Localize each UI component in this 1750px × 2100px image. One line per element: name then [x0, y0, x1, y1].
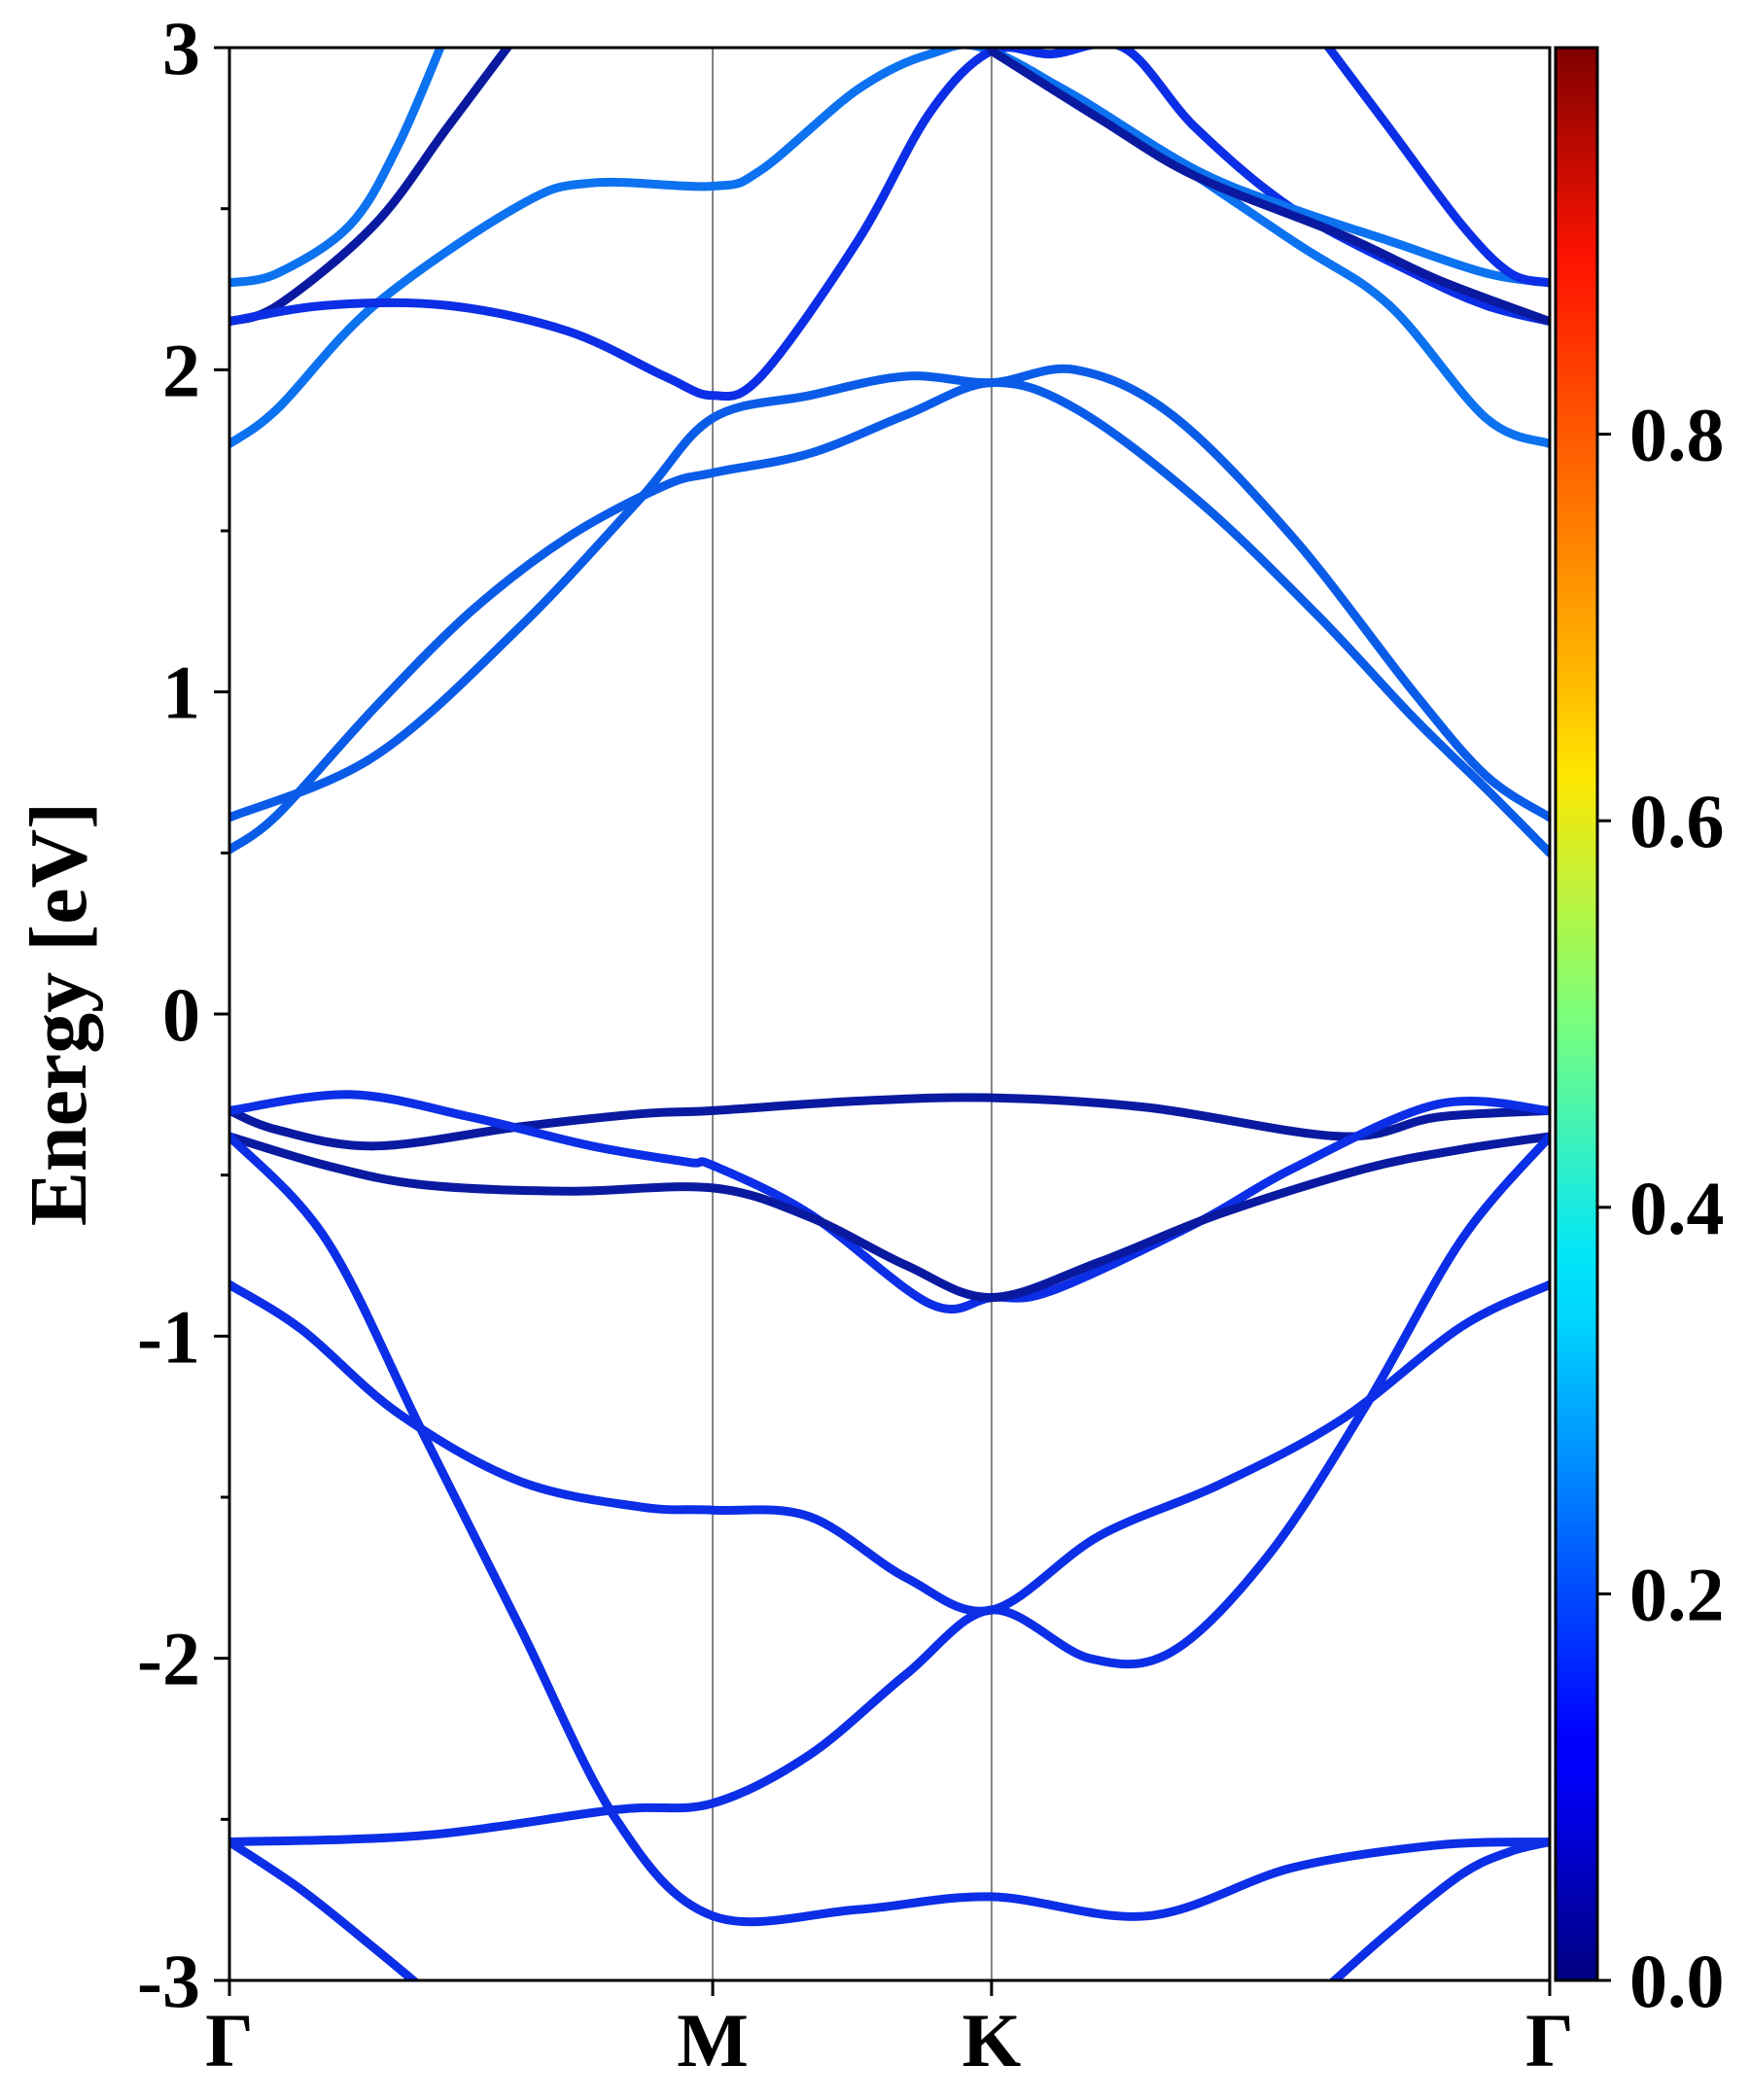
x-tick-label: M	[677, 1998, 749, 2082]
band-line	[987, 48, 1550, 288]
band-line	[229, 1132, 1550, 1927]
high-symmetry-lines	[712, 48, 993, 1980]
y-tick-label: -1	[137, 1294, 200, 1379]
band-line	[1328, 1838, 1550, 1980]
band-line	[229, 48, 513, 327]
y-tick-label: 3	[162, 6, 200, 90]
band-line	[1323, 48, 1550, 288]
band-line	[229, 48, 445, 288]
band-line	[229, 1090, 1550, 1313]
y-tick-label: 1	[162, 650, 200, 735]
colorbar-tick-label: 0.4	[1629, 1166, 1725, 1250]
colorbar-tick-label: 0.2	[1629, 1552, 1725, 1636]
band-line	[229, 364, 1550, 822]
y-tick-label: -3	[137, 1939, 200, 2023]
y-tick-label: 0	[162, 972, 200, 1057]
band-line	[987, 48, 1550, 327]
x-tick-label: Γ	[205, 1998, 254, 2082]
colorbar-tick-label: 0.0	[1629, 1939, 1725, 2023]
y-axis-ticks: -3 -2 -1 0 1 2 3	[137, 6, 229, 2023]
band-line	[229, 1093, 1550, 1151]
band-line	[229, 48, 1550, 448]
band-line	[229, 1132, 1550, 1303]
band-line	[229, 1279, 1550, 1616]
x-tick-label: Γ	[1525, 1998, 1574, 2082]
colorbar-tick-label: 0.6	[1629, 779, 1725, 863]
y-axis-label: Energy [eV]	[14, 802, 104, 1226]
y-tick-label: 2	[162, 328, 200, 412]
band-line	[229, 48, 1550, 402]
x-tick-label: K	[962, 1998, 1022, 2082]
colorbar-tick-label: 0.8	[1629, 393, 1725, 477]
colorbar	[1554, 46, 1599, 1982]
band-lines	[229, 48, 1550, 1980]
band-line	[229, 1132, 1550, 1846]
band-line	[229, 1838, 421, 1980]
band-line	[229, 378, 1550, 858]
y-tick-label: -2	[137, 1617, 200, 1701]
colorbar-ticks: 0.0 0.2 0.4 0.6 0.8	[1597, 393, 1725, 2023]
